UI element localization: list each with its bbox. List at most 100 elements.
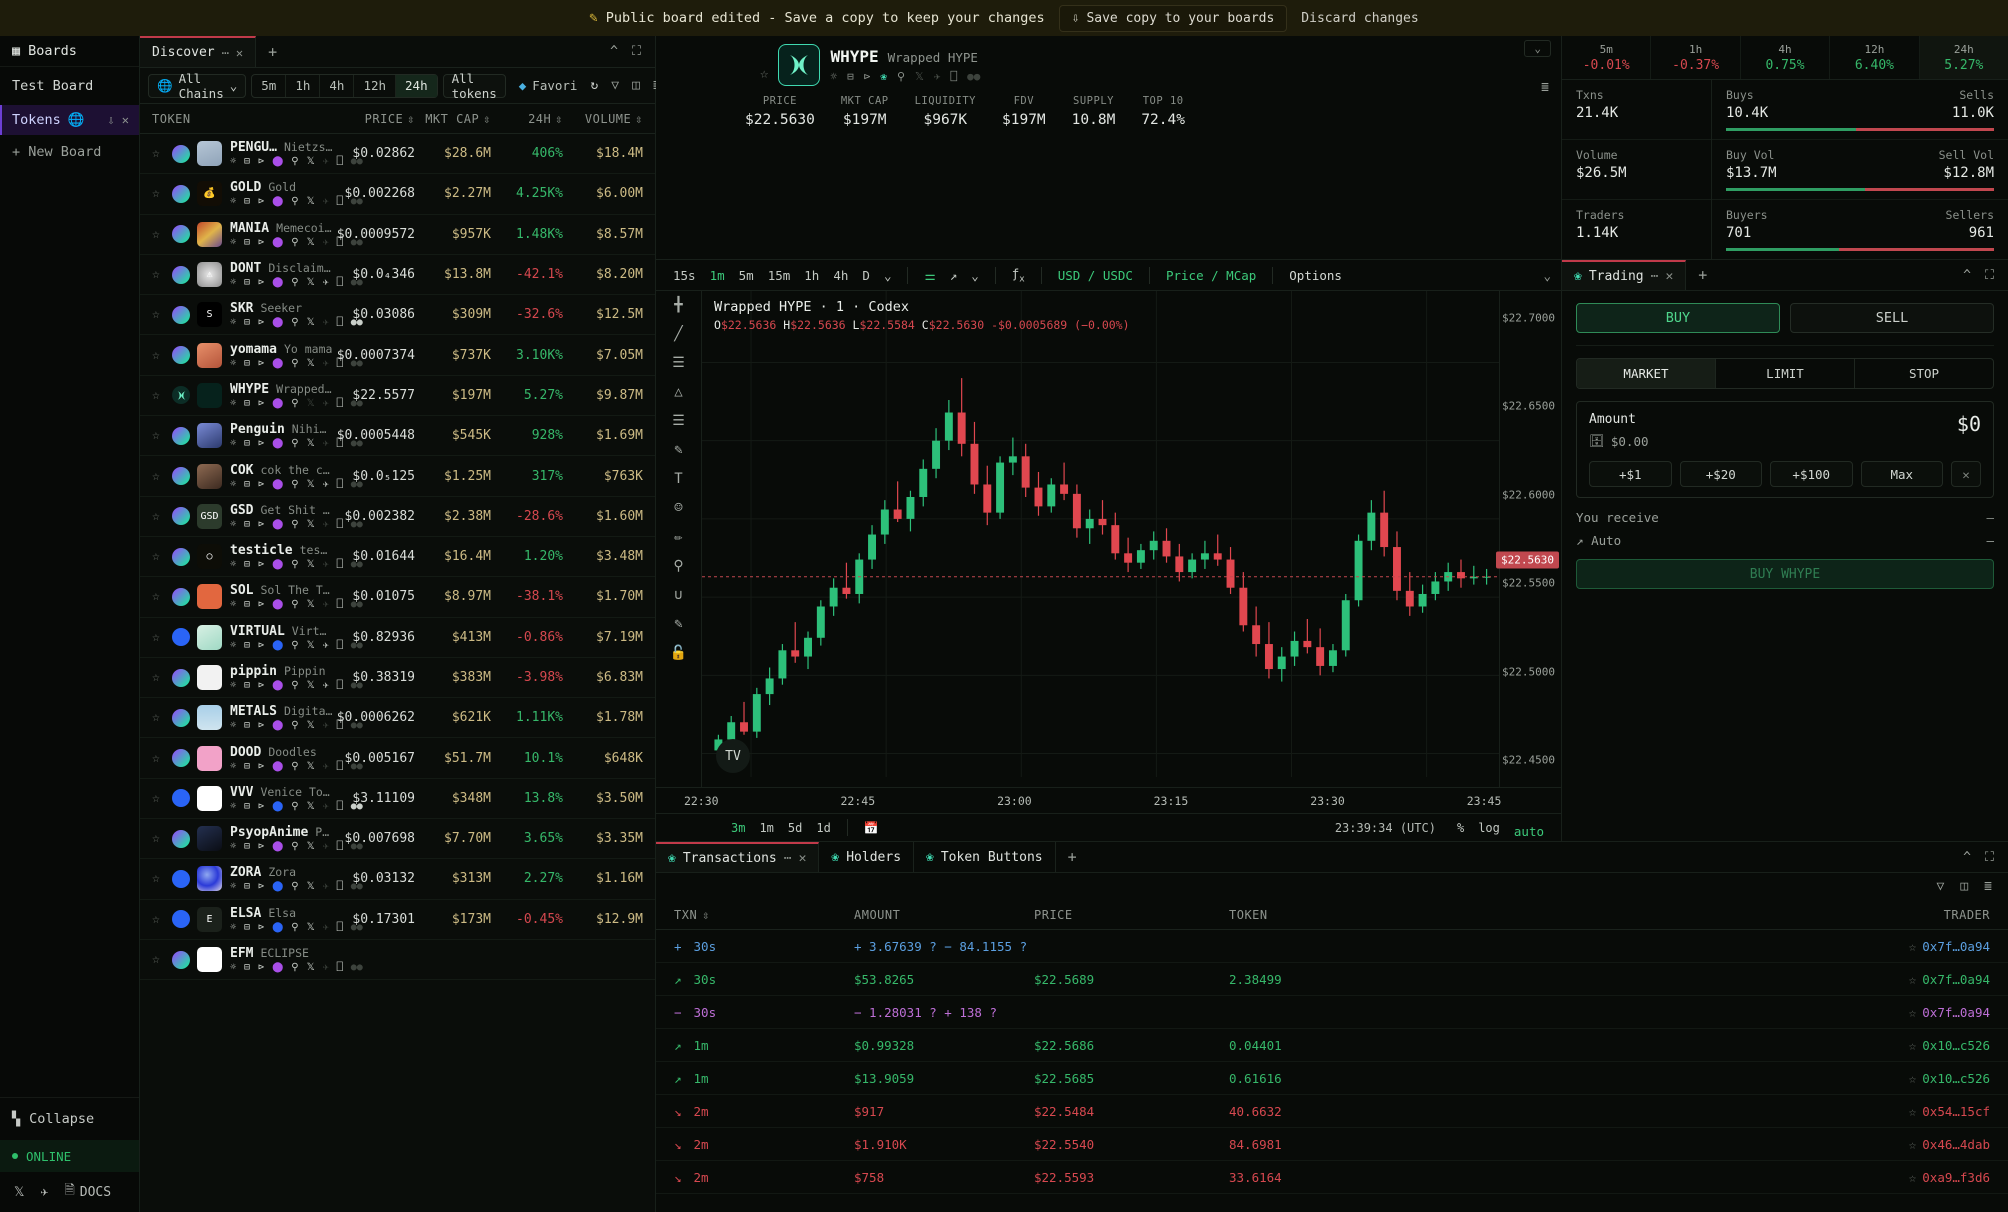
telegram-icon[interactable]: ✈ bbox=[322, 841, 329, 853]
monitor-icon[interactable]: ⎕ bbox=[336, 518, 343, 530]
stats-tf-4h[interactable]: 4h 0.75% bbox=[1741, 36, 1831, 79]
chart-tf-1h[interactable]: 1h bbox=[804, 267, 820, 283]
table-row[interactable]: ☆ COK cok the cat ☼ ⊟ ⊳ ⬤ ⚲ 𝕏 ✈ ⎕ ●● $0.0₅125 $1.25M 3… bbox=[140, 456, 655, 497]
share-icon[interactable]: ⊳ bbox=[258, 921, 265, 933]
share-icon[interactable]: ⊳ bbox=[258, 559, 265, 571]
table-row[interactable]: ↘ 2m $758 $22.5593 33.6164 ☆ 0xa9…f3d6 bbox=[656, 1161, 2008, 1194]
stats-tf-1h[interactable]: 1h -0.37% bbox=[1651, 36, 1741, 79]
fx-icon[interactable]: ƒx bbox=[1011, 265, 1025, 285]
chart-tf-4h[interactable]: 4h bbox=[833, 267, 849, 283]
share-icon[interactable]: ⊳ bbox=[258, 236, 265, 248]
favorite-star-icon[interactable]: ☆ bbox=[152, 267, 160, 283]
chain-icon[interactable]: ⬤ bbox=[272, 236, 284, 248]
table-row[interactable]: ☆ ⚠ DONT DisclaimerCoin ☼ ⊟ ⊳ ⬤ ⚲ 𝕏 ✈ ⎕ ●●$0.0₄346 $1… bbox=[140, 255, 655, 296]
download-icon[interactable]: ⇩ bbox=[107, 113, 115, 127]
copy-icon[interactable]: ⊟ bbox=[244, 478, 251, 490]
table-row[interactable]: ☆ METALS Digital Metals ☼ ⊟ ⊳ ⬤ ⚲ 𝕏 ✈ ⎕ ●●$0.000626… bbox=[140, 698, 655, 739]
discord-icon[interactable]: ●● bbox=[350, 397, 363, 409]
search-icon[interactable]: ⚲ bbox=[291, 277, 299, 289]
copy-icon[interactable]: ⊟ bbox=[244, 156, 251, 168]
monitor-icon[interactable]: ⎕ bbox=[336, 357, 343, 369]
camera-icon[interactable]: ☼ bbox=[230, 680, 237, 691]
copy-icon[interactable]: ⊟ bbox=[244, 317, 251, 329]
chain-icon[interactable]: ⬤ bbox=[272, 841, 284, 853]
copy-icon[interactable]: ⊟ bbox=[244, 760, 251, 772]
x-icon[interactable]: 𝕏 bbox=[306, 277, 315, 289]
docs-link[interactable]: 🗎 DOCS bbox=[64, 1181, 111, 1203]
new-board-button[interactable]: + New Board bbox=[12, 144, 102, 160]
all-tokens-filter[interactable]: All tokens bbox=[442, 71, 506, 101]
refresh-icon[interactable]: ↻ bbox=[590, 78, 599, 93]
favorite-star-icon[interactable]: ☆ bbox=[1908, 1004, 1917, 1020]
chart-tf-15m[interactable]: 15m bbox=[767, 267, 791, 283]
filter-icon[interactable]: ▽ bbox=[611, 78, 620, 93]
x-icon[interactable]: 𝕏 bbox=[306, 196, 315, 208]
monitor-icon[interactable]: ⎕ bbox=[336, 680, 343, 691]
sidebar-boards-header[interactable]: ▦ Boards bbox=[0, 36, 139, 67]
brush-icon[interactable]: ✎ bbox=[674, 442, 683, 458]
favorite-star-icon[interactable]: ☆ bbox=[152, 347, 160, 363]
telegram-icon[interactable]: ✈ bbox=[322, 760, 329, 772]
tx-column-txn[interactable]: TXN ⇳ bbox=[674, 908, 854, 922]
telegram-icon[interactable]: ✈ bbox=[322, 317, 329, 329]
share-icon[interactable]: ⊳ bbox=[258, 277, 265, 289]
amount-input[interactable]: $0 bbox=[1956, 412, 1981, 436]
search-icon[interactable]: ⚲ bbox=[291, 962, 299, 974]
tab-close-icon[interactable]: ✕ bbox=[235, 45, 244, 60]
discard-changes-button[interactable]: Discard changes bbox=[1301, 10, 1419, 26]
camera-icon[interactable]: ☼ bbox=[230, 196, 237, 208]
fullscreen-icon[interactable]: ⛶ bbox=[1984, 849, 1994, 865]
calendar-icon[interactable]: 📅 bbox=[863, 820, 879, 835]
camera-icon[interactable]: ☼ bbox=[230, 478, 237, 490]
search-icon[interactable]: ⚲ bbox=[291, 357, 299, 369]
search-icon[interactable]: ⚲ bbox=[291, 921, 299, 933]
favorite-star-icon[interactable]: ☆ bbox=[1908, 1136, 1917, 1152]
tx-trader[interactable]: 0x46…4dab bbox=[1922, 1136, 1990, 1152]
tx-trader[interactable]: 0x10…c526 bbox=[1922, 1037, 1990, 1053]
share-icon[interactable]: ⊳ bbox=[258, 680, 265, 691]
camera-icon[interactable]: ☼ bbox=[830, 70, 838, 83]
timeframe-24h[interactable]: 24h bbox=[396, 74, 437, 97]
line-chart-icon[interactable]: ↗ bbox=[949, 267, 958, 283]
chain-icon[interactable]: ⬤ bbox=[272, 357, 284, 369]
favorite-star-icon[interactable]: ☆ bbox=[152, 790, 160, 806]
candlestick-icon[interactable]: ⚌ bbox=[924, 267, 936, 283]
column-mktcap[interactable]: MKT CAP ⇳ bbox=[415, 112, 491, 126]
search-icon[interactable]: ⚲ bbox=[291, 720, 299, 732]
share-icon[interactable]: ⊳ bbox=[258, 438, 265, 450]
order-type-market[interactable]: MARKET bbox=[1577, 359, 1716, 388]
monitor-icon[interactable]: ⎕ bbox=[336, 599, 343, 611]
favorite-star-icon[interactable]: ☆ bbox=[152, 307, 160, 323]
chart-collapse-icon[interactable]: ⌄ bbox=[1543, 267, 1551, 283]
copy-icon[interactable]: ⊟ bbox=[244, 639, 251, 651]
x-icon[interactable]: 𝕏 bbox=[306, 841, 315, 853]
share-icon[interactable]: ⊳ bbox=[258, 720, 265, 732]
telegram-icon[interactable]: ✈ bbox=[322, 881, 329, 893]
camera-icon[interactable]: ☼ bbox=[230, 156, 237, 168]
favorite-star-icon[interactable]: ☆ bbox=[152, 468, 160, 484]
timeframe-5m[interactable]: 5m bbox=[252, 74, 287, 97]
tab-menu-icon[interactable]: ⋯ bbox=[221, 45, 229, 60]
quick-add-20[interactable]: +$20 bbox=[1679, 461, 1762, 487]
x-icon[interactable]: 𝕏 bbox=[306, 921, 315, 933]
camera-icon[interactable]: ☼ bbox=[230, 760, 237, 772]
camera-icon[interactable]: ☼ bbox=[230, 720, 237, 732]
tx-trader[interactable]: 0x7f…0a94 bbox=[1922, 938, 1990, 954]
metric-toggle[interactable]: Price / MCap bbox=[1165, 267, 1257, 283]
chain-icon[interactable]: ⬤ bbox=[272, 881, 284, 893]
discord-icon[interactable]: ●● bbox=[350, 881, 363, 893]
discord-icon[interactable]: ●● bbox=[350, 800, 363, 812]
tab-menu-icon[interactable]: ⋯ bbox=[783, 850, 792, 866]
favorite-star-icon[interactable]: ☆ bbox=[152, 589, 160, 605]
copy-icon[interactable]: ⊟ bbox=[244, 921, 251, 933]
favorite-star-icon[interactable]: ☆ bbox=[152, 629, 160, 645]
range-1m[interactable]: 1m bbox=[759, 820, 774, 835]
share-icon[interactable]: ⊳ bbox=[258, 478, 265, 490]
camera-icon[interactable]: ☼ bbox=[230, 881, 237, 893]
x-icon[interactable]: 𝕏 bbox=[14, 1184, 25, 1200]
table-row[interactable]: ☆ MANIA Memecoin Mania ☼ ⊟ ⊳ ⬤ ⚲ 𝕏 ✈ ⎕ ●●$0.0009572… bbox=[140, 215, 655, 255]
table-row[interactable]: ↗ 1m $13.9059 $22.5685 0.61616 ☆ 0x10…c526 bbox=[656, 1062, 2008, 1095]
chain-selector[interactable]: 🌐 All Chains ⌄ bbox=[148, 71, 247, 101]
search-icon[interactable]: ⚲ bbox=[291, 680, 299, 691]
favorites-filter[interactable]: ◆ Favori bbox=[511, 74, 586, 98]
